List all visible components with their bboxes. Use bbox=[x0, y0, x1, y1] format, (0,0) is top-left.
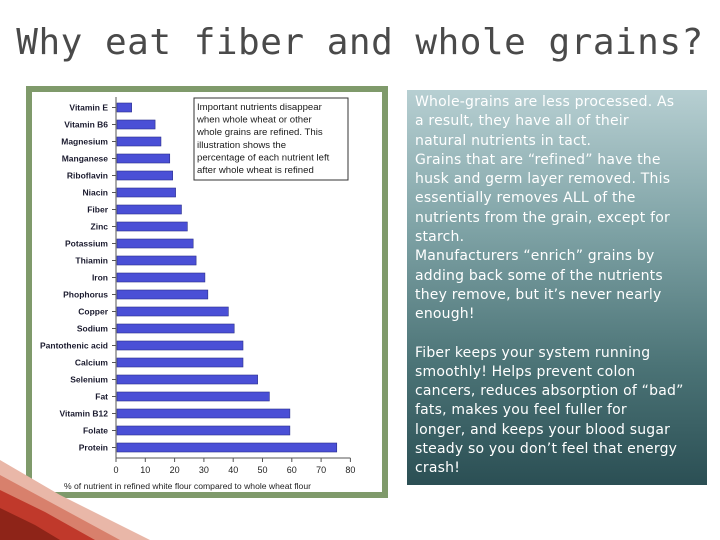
text-line: natural nutrients in tact. bbox=[415, 132, 592, 149]
slide-title: Why eat fiber and whole grains? bbox=[16, 22, 704, 63]
corner-decoration bbox=[0, 460, 150, 540]
bar-vitamin-e bbox=[116, 102, 132, 113]
bar-potassium bbox=[116, 238, 194, 249]
text-line: Manufacturers “enrich” grains by bbox=[415, 248, 655, 265]
category-label: Vitamin E bbox=[69, 103, 108, 113]
x-tick-label: 60 bbox=[287, 465, 297, 475]
text-line: Whole-grains are less processed. As bbox=[415, 94, 675, 110]
bar-copper bbox=[116, 306, 229, 317]
category-label: Thiamin bbox=[75, 256, 108, 266]
bar-phophorus bbox=[116, 289, 209, 300]
annotation-line: illustration shows the bbox=[197, 140, 286, 151]
category-label: Phophorus bbox=[63, 290, 108, 300]
x-tick-label: 0 bbox=[113, 465, 118, 475]
category-label: Calcium bbox=[75, 358, 109, 368]
x-tick-label: 50 bbox=[257, 465, 267, 475]
bar-protein bbox=[116, 442, 338, 453]
paragraph-fiber-benefits: Fiber keeps your system running smoothly!… bbox=[415, 344, 699, 479]
category-label: Iron bbox=[92, 273, 108, 283]
text-line: adding back some of the nutrients bbox=[415, 267, 663, 284]
text-line: essentially removes ALL of the bbox=[415, 190, 636, 207]
paragraph-whole-grains: Whole-grains are less processed. As a res… bbox=[415, 93, 699, 325]
text-line: steady so you don’t feel that energy bbox=[415, 441, 678, 458]
annotation-line: when whole wheat or other bbox=[196, 115, 312, 126]
category-label: Niacin bbox=[82, 188, 108, 198]
annotation-line: Important nutrients disappear bbox=[197, 102, 323, 113]
bar-magnesium bbox=[116, 136, 162, 147]
text-line: nutrients from the grain, except for bbox=[415, 209, 670, 226]
category-label: Pantothenic acid bbox=[40, 341, 108, 351]
category-label: Fat bbox=[95, 392, 108, 402]
bar-iron bbox=[116, 272, 206, 283]
x-tick-label: 40 bbox=[228, 465, 238, 475]
text-line: enough! bbox=[415, 306, 475, 323]
chart-area: Vitamin E Vitamin B6 Magnesium Manganese Rib… bbox=[32, 92, 382, 492]
annotation-line: after whole wheat is refined bbox=[197, 165, 314, 176]
chart-frame: Vitamin E Vitamin B6 Magnesium Manganese Rib… bbox=[26, 86, 388, 498]
text-line: fats, makes you feel fuller for bbox=[415, 402, 627, 419]
bar-vitamin-b12 bbox=[116, 408, 291, 419]
text-line: husk and germ layer removed. This bbox=[415, 171, 671, 188]
bar-pantothenic-acid bbox=[116, 340, 244, 351]
category-label: Magnesium bbox=[61, 137, 108, 147]
category-label: Manganese bbox=[62, 154, 109, 164]
bar-thiamin bbox=[116, 255, 197, 266]
category-label: Sodium bbox=[77, 324, 109, 334]
text-line: a result, they have all of their bbox=[415, 113, 629, 130]
text-line: Fiber keeps your system running bbox=[415, 344, 651, 361]
text-line: smoothly! Helps prevent colon bbox=[415, 363, 636, 380]
text-line: Grains that are “refined” have the bbox=[415, 151, 661, 168]
text-line: cancers, reduces absorption of “bad” bbox=[415, 383, 684, 400]
x-tick-label: 70 bbox=[316, 465, 326, 475]
bar-niacin bbox=[116, 187, 176, 198]
annotation-line: whole grains are refined. This bbox=[196, 127, 323, 138]
annotation-box bbox=[193, 97, 349, 181]
category-label: Protein bbox=[79, 443, 108, 453]
bar-vitamin-b6 bbox=[116, 119, 156, 130]
category-label: Vitamin B6 bbox=[64, 120, 108, 130]
annotation-line: percentage of each nutrient left bbox=[197, 152, 330, 163]
bar-manganese bbox=[116, 153, 171, 164]
category-label: Riboflavin bbox=[67, 171, 108, 181]
category-label: Copper bbox=[78, 307, 108, 317]
x-tick-label: 80 bbox=[345, 465, 355, 475]
bar-sodium bbox=[116, 323, 235, 334]
bar-riboflavin bbox=[116, 170, 173, 181]
category-label: Selenium bbox=[70, 375, 108, 385]
category-label: Folate bbox=[83, 426, 108, 436]
text-line: they remove, but it’s never nearly bbox=[415, 286, 662, 303]
bar-fiber bbox=[116, 204, 182, 215]
x-axis-label: % of nutrient in refined white flour com… bbox=[64, 481, 311, 491]
text-line: starch. bbox=[415, 229, 465, 246]
bar-fat bbox=[116, 391, 270, 402]
category-label: Potassium bbox=[65, 239, 108, 249]
bar-calcium bbox=[116, 357, 244, 368]
text-line: longer, and keeps your blood sugar bbox=[415, 421, 671, 438]
bar-folate bbox=[116, 425, 291, 436]
text-panel: Whole-grains are less processed. As a res… bbox=[407, 90, 707, 485]
text-line: crash! bbox=[415, 460, 461, 477]
bar-zinc bbox=[116, 221, 188, 232]
x-tick-label: 30 bbox=[199, 465, 209, 475]
bar-selenium bbox=[116, 374, 258, 385]
category-label: Zinc bbox=[91, 222, 109, 232]
category-label: Vitamin B12 bbox=[59, 409, 108, 419]
x-tick-label: 20 bbox=[170, 465, 180, 475]
category-label: Fiber bbox=[87, 205, 108, 215]
nutrient-bar-chart: Vitamin E Vitamin B6 Magnesium Manganese Rib… bbox=[40, 97, 355, 491]
x-tick-label: 10 bbox=[140, 465, 150, 475]
